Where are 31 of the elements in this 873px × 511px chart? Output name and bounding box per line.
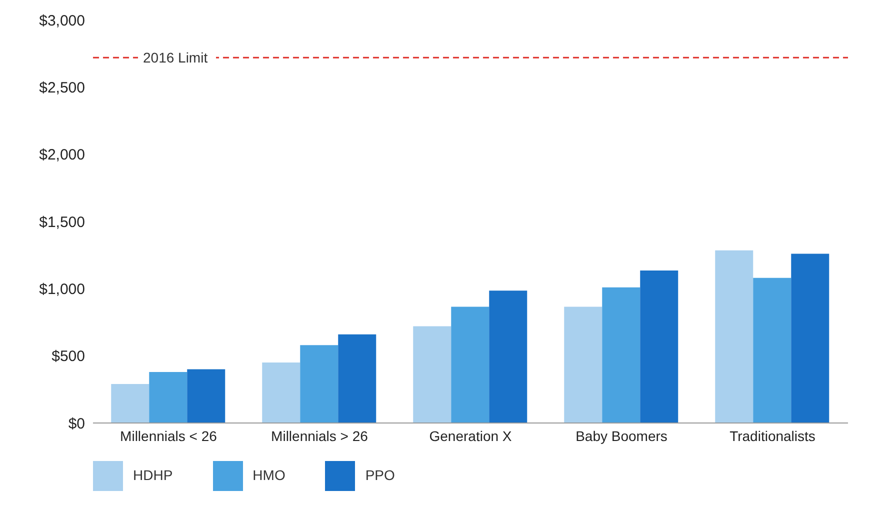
bar (753, 278, 792, 423)
bar (715, 250, 754, 423)
y-tick-label: $1,000 (39, 280, 85, 298)
legend-label: HMO (252, 466, 286, 483)
bar (791, 254, 830, 423)
y-tick-label: $2,500 (39, 79, 85, 96)
x-tick-label: Generation X (429, 428, 512, 444)
bar (602, 287, 640, 423)
y-tick-label: $0 (68, 415, 85, 432)
bar (489, 290, 528, 423)
y-tick-label: $3,000 (39, 12, 85, 30)
bar (262, 362, 300, 423)
y-tick-label: $1,500 (39, 214, 85, 231)
bar (338, 334, 376, 423)
y-tick-label: $500 (52, 348, 85, 366)
y-tick-label: $2,000 (39, 146, 85, 164)
bar (564, 306, 602, 423)
x-tick-label: Millennials > 26 (271, 428, 368, 444)
bar (111, 384, 150, 423)
bar (451, 306, 490, 423)
ref-line-label: 2016 Limit (143, 50, 208, 66)
bar (149, 372, 188, 423)
legend-label: HDHP (133, 466, 173, 483)
bar (300, 345, 338, 423)
bar (187, 369, 226, 423)
bar (413, 326, 452, 423)
legend-label: PPO (365, 466, 395, 483)
bar (640, 270, 678, 423)
x-tick-label: Baby Boomers (576, 428, 668, 444)
x-tick-label: Traditionalists (730, 428, 816, 444)
x-tick-label: Millennials < 26 (120, 428, 218, 444)
